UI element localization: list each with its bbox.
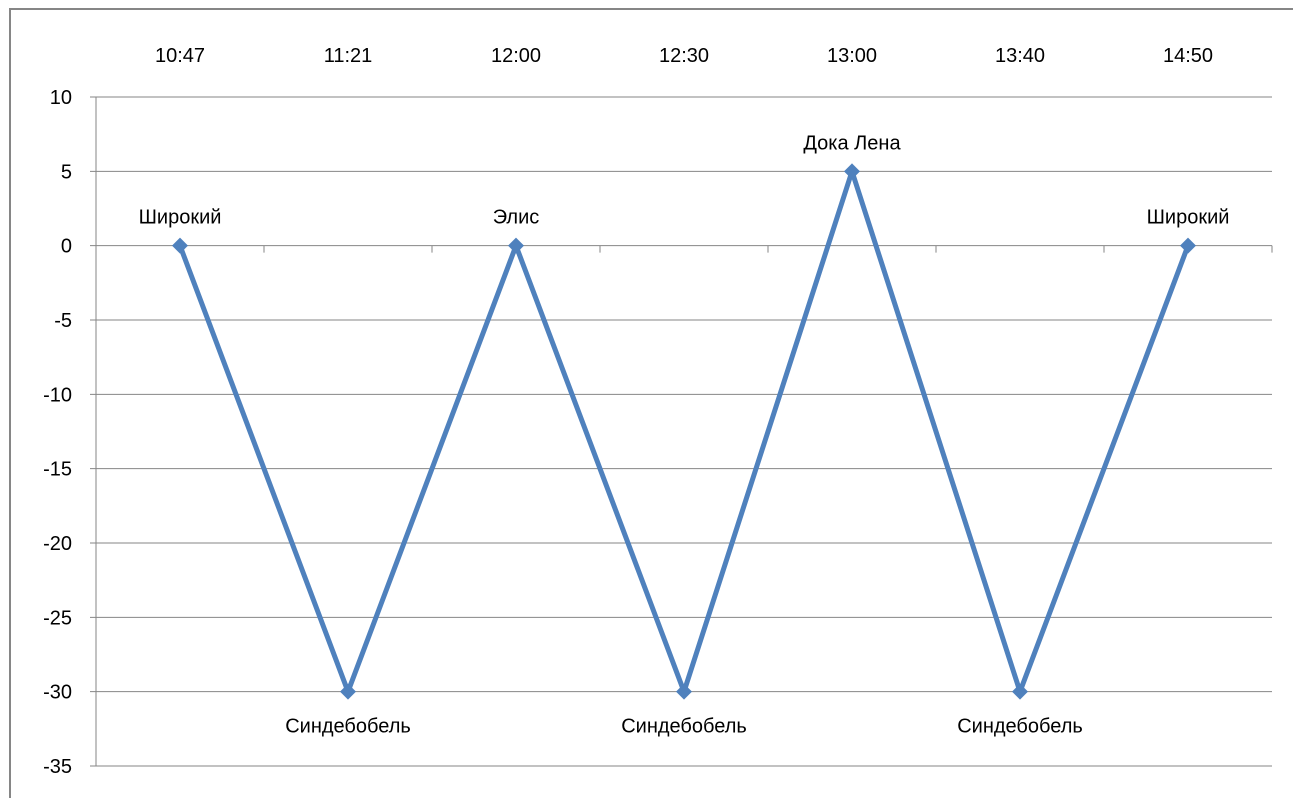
y-tick-label: -5: [54, 310, 72, 332]
y-tick-label: -30: [43, 682, 72, 704]
data-point-marker: [844, 163, 860, 180]
y-tick-label: -10: [43, 384, 72, 406]
data-label: Синдебобель: [621, 716, 747, 738]
x-tick-label: 13:00: [827, 45, 877, 67]
data-label: Широкий: [139, 207, 222, 229]
y-tick-label: 10: [50, 87, 72, 109]
data-label: Элис: [493, 207, 540, 229]
x-axis-tick-labels: 10:47 11:21 12:00 12:30 13:00 13:40 14:50: [155, 45, 1213, 67]
y-tick-label: -35: [43, 756, 72, 778]
x-tick-label: 12:00: [491, 45, 541, 67]
y-tick-label: 5: [61, 161, 72, 183]
x-tick-label: 13:40: [995, 45, 1045, 67]
data-label: Дока Лена: [803, 132, 901, 154]
data-point-marker: [1180, 237, 1196, 254]
data-point-marker: [676, 683, 692, 700]
gridlines: [90, 96, 1273, 767]
y-axis-tick-labels: 10 5 0 -5 -10 -15 -20 -25 -30 -35: [43, 87, 72, 778]
data-label: Синдебобель: [957, 716, 1083, 738]
data-point-marker: [1012, 683, 1028, 700]
data-point-marker: [172, 237, 188, 254]
x-tick-label: 14:50: [1163, 45, 1213, 67]
series-line: [177, 163, 1191, 700]
data-point-marker: [508, 237, 524, 254]
y-tick-label: 0: [61, 236, 72, 258]
x-tick-label: 12:30: [659, 45, 709, 67]
y-tick-label: -25: [43, 607, 72, 629]
x-tick-label: 11:21: [324, 45, 373, 67]
data-point-marker: [340, 683, 356, 700]
x-tick-label: 10:47: [155, 45, 205, 67]
data-label: Синдебобель: [285, 716, 411, 738]
series-line-path: [177, 163, 1191, 700]
data-label: Широкий: [1147, 207, 1230, 229]
data-labels: Широкий Синдебобель Элис Синдебобель Дока Ле…: [139, 132, 1230, 737]
chart-frame: [9, 8, 1293, 798]
y-tick-label: -20: [43, 533, 72, 555]
series-markers: [172, 163, 1196, 700]
y-tick-label: -15: [43, 459, 72, 481]
